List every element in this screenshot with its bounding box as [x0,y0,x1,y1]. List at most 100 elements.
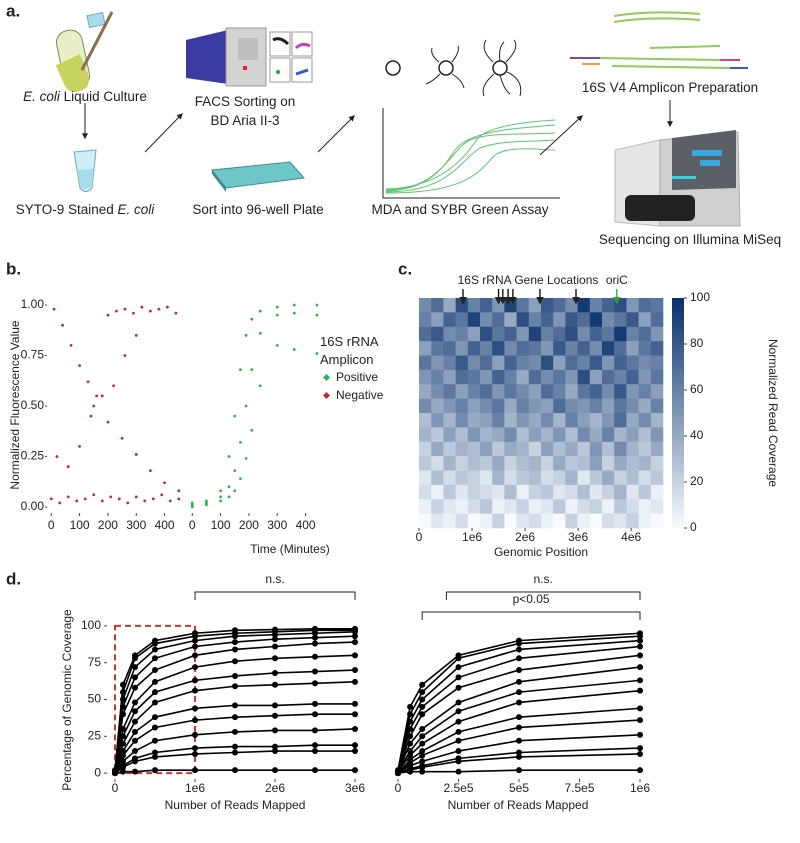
data-point [312,711,318,718]
data-point [455,674,462,681]
data-point [419,725,426,732]
heatmap-cell [443,441,456,457]
data-point [637,633,644,640]
heatmap-cell [504,470,517,486]
heatmap-cell [626,312,639,328]
heatmap-cell [553,499,566,514]
heatmap-cell [467,341,481,356]
step-label-part: MDA and SYBR Green Assay [371,202,548,217]
heatmap-cell [443,499,456,514]
heatmap-cell [602,369,615,385]
heatmap-cell [638,341,652,356]
data-point [132,674,138,681]
data-point [419,681,426,688]
heatmap-cell [565,513,578,529]
data-point [152,749,158,756]
data-point [455,699,462,706]
data-point [516,640,522,647]
data-point [352,652,358,659]
heatmap-cell [455,341,469,356]
x-tick-label: 300 [126,518,146,532]
data-point [78,444,81,448]
data-point [83,497,87,501]
heatmap-cell [541,312,554,328]
data-point [455,737,462,744]
heatmap-cell [431,326,444,342]
data-point [516,699,522,706]
data-point [250,317,254,321]
heatmap-cell [492,384,505,399]
heatmap-cell [455,384,469,399]
heatmap-cell [516,470,530,486]
colorbar-tick-label: 0 [690,520,697,534]
series-line [397,666,641,772]
heatmap-cell [577,398,591,414]
heatmap-cell [602,326,615,342]
heatmap-cell [504,326,517,342]
heatmap-cell [614,398,627,414]
data-point [419,689,426,696]
data-point [419,748,426,755]
heatmap-cell [638,427,652,443]
step-label-part: SYTO-9 Stained [16,202,118,217]
x-tick-label: 5e5 [509,781,529,795]
data-point [233,489,237,493]
data-point [190,503,194,507]
heatmap-cell [650,384,664,399]
heatmap-cell [480,384,493,399]
data-point [66,465,70,468]
heatmap-cell [516,355,530,371]
heatmap-cell [492,456,505,471]
legend-label: Positive [336,370,378,384]
data-point [272,670,278,676]
data-point [120,758,126,765]
heatmap-cell [455,499,469,514]
data-point [352,678,358,685]
heatmap-cell [638,355,652,371]
step-label: Sort into 96-well Plate [192,202,323,217]
heatmap-cell [626,456,639,471]
data-point [126,501,130,505]
data-point [192,643,198,650]
heatmap-cell [467,441,481,457]
data-point [190,505,194,509]
data-point [177,497,181,501]
step-label-part: 16S V4 Amplicon Preparation [582,80,758,95]
heatmap-cell [626,413,639,428]
data-point [117,497,121,501]
heatmap-cell [541,427,554,443]
panel-label: d. [6,569,21,588]
heatmap-cell [602,355,615,371]
heatmap-cell [480,484,493,500]
heatmap-cell [467,413,481,428]
x-tick-label: 0 [48,518,55,532]
marker-label: oriC [606,273,628,287]
data-point [192,664,198,671]
data-point [132,708,138,715]
data-point [232,743,238,750]
x-tick-label: 400 [155,518,175,532]
heatmap-cell [602,384,615,399]
data-point [152,767,158,774]
data-point [272,655,278,662]
colorbar [672,298,684,528]
heatmap-cell [419,427,432,443]
x-tick-label: 300 [267,518,287,532]
data-point [455,655,462,662]
data-point [232,702,238,709]
data-point [637,677,644,684]
data-point [312,630,318,637]
heatmap-cell [480,513,493,529]
heatmap-cell [553,513,566,529]
heatmap-cell [577,470,591,486]
heatmap-cell [553,441,566,457]
data-point [120,711,126,718]
heatmap-cell [443,341,456,356]
data-point [272,702,278,709]
data-point [149,309,152,313]
heatmap-cell [528,312,542,328]
data-point [192,687,198,694]
data-point [132,718,138,725]
data-point [250,368,254,372]
